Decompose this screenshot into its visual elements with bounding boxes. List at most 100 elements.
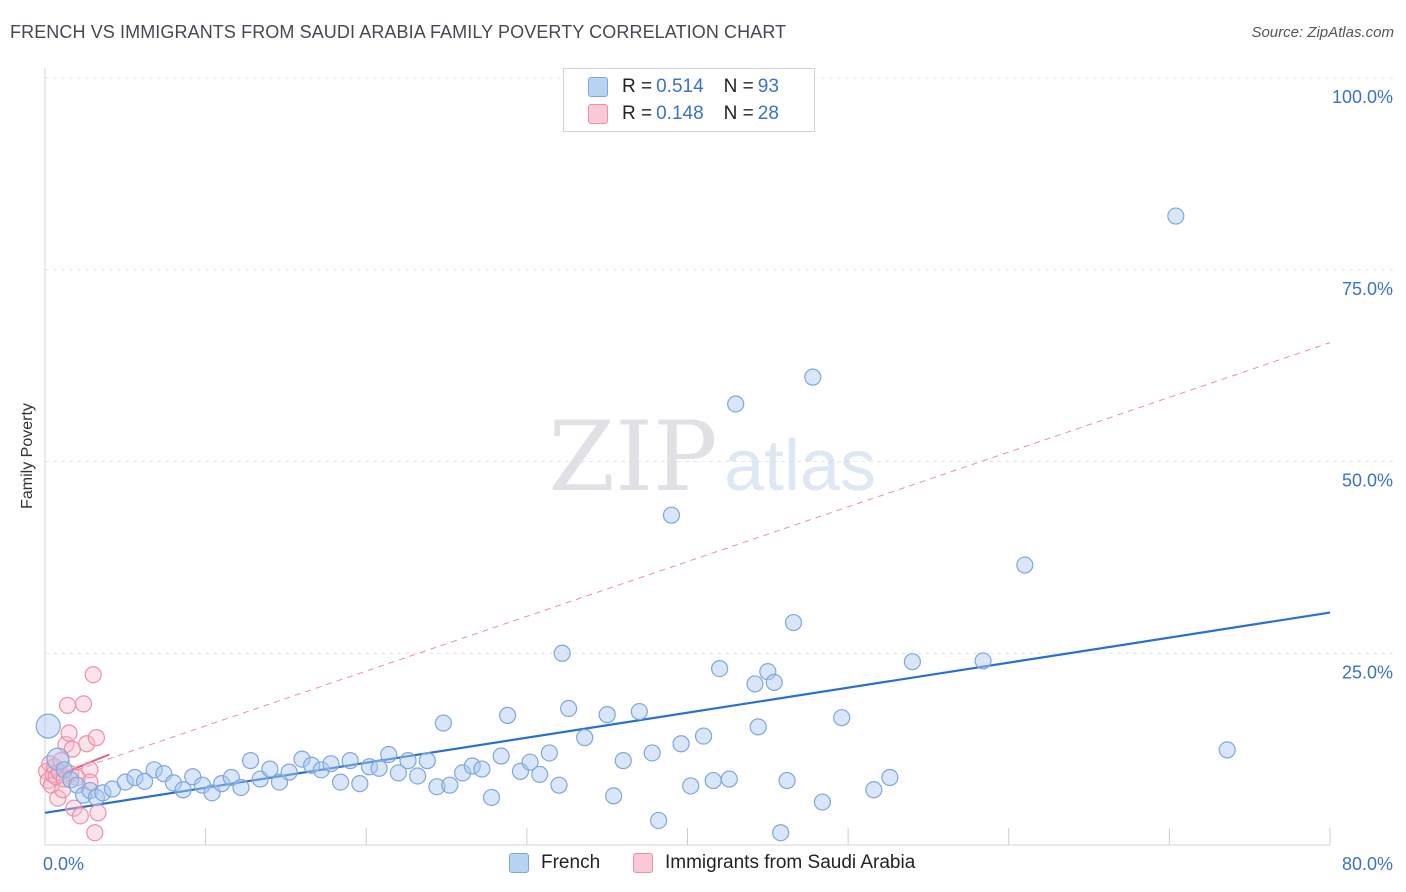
french-n-value: 93: [757, 76, 779, 97]
y-tick-label-100: 100.0%: [1332, 87, 1393, 107]
french-point: [711, 659, 729, 678]
axes: [44, 68, 1331, 846]
french-point: [804, 368, 822, 386]
french-point: [553, 644, 571, 662]
watermark: ZIP atlas: [548, 401, 876, 513]
french-r-label: R =: [622, 76, 653, 97]
french-points: [35, 207, 1236, 842]
french-point: [605, 787, 623, 805]
source-label: Source: ZipAtlas.com: [1251, 24, 1394, 41]
french-point: [598, 706, 616, 724]
saudi-n-value: 28: [757, 103, 779, 124]
french-swatch: [588, 77, 608, 97]
french-point: [68, 776, 86, 794]
y-tick-label-75: 75.0%: [1342, 279, 1393, 299]
saudi-point: [84, 666, 102, 684]
french-point: [865, 781, 883, 799]
french-point: [482, 788, 501, 807]
french-point: [749, 718, 767, 736]
french-point: [55, 761, 73, 779]
saudi-point: [86, 824, 104, 842]
french-point: [531, 765, 549, 784]
saudi-n-label: N =: [723, 103, 754, 124]
saudi-r-label: R =: [622, 103, 653, 124]
french-point: [370, 759, 388, 777]
watermark-atlas: atlas: [724, 426, 876, 506]
french-point: [630, 702, 648, 721]
french-point: [672, 735, 690, 753]
french-point: [213, 775, 231, 793]
french-point: [813, 793, 832, 811]
french-legend-swatch: [509, 853, 529, 873]
french-point: [463, 757, 481, 775]
french-point: [174, 781, 192, 799]
y-tick-label-25: 25.0%: [1342, 662, 1393, 682]
french-point: [280, 763, 298, 781]
french-point: [540, 744, 558, 762]
french-point: [389, 764, 407, 782]
french-point: [662, 506, 681, 524]
chart-title: FRENCH VS IMMIGRANTS FROM SAUDI ARABIA F…: [10, 22, 787, 42]
saudi-point: [81, 761, 99, 779]
french-point: [759, 663, 777, 681]
french-point: [116, 773, 134, 791]
saudi-point: [78, 735, 96, 753]
x-tick-label-80: 80.0%: [1342, 854, 1393, 874]
french-point: [694, 727, 713, 745]
french-point: [499, 706, 517, 724]
french-point: [341, 752, 359, 770]
saudi-point: [87, 729, 106, 747]
trend-lines: [44, 342, 1331, 814]
saudi-point: [60, 724, 78, 742]
french-trend-line: [44, 611, 1331, 814]
french-point: [380, 745, 398, 764]
french-point: [614, 752, 632, 770]
french-r-value: 0.514: [656, 76, 704, 97]
watermark-zip: ZIP: [548, 401, 717, 513]
french-point: [560, 699, 578, 718]
french-point: [126, 768, 144, 787]
saudi-point: [74, 695, 93, 713]
french-point: [94, 784, 112, 802]
y-tick-label-50: 50.0%: [1342, 471, 1393, 491]
french-point: [576, 729, 594, 747]
saudi-legend-swatch: [633, 853, 653, 873]
french-point: [778, 771, 796, 790]
french-point: [331, 773, 350, 791]
french-point: [772, 824, 790, 842]
french-point: [521, 753, 539, 771]
french-point: [409, 767, 427, 785]
saudi-r-value: 0.148: [656, 103, 704, 124]
saudi-trend-line: [44, 753, 110, 782]
saudi-point: [71, 807, 89, 825]
french-point: [399, 752, 417, 770]
french-point: [727, 395, 745, 413]
x-tick-label-0: 0.0%: [43, 854, 84, 874]
french-point: [682, 777, 700, 795]
legend-item-saudi[interactable]: Immigrants from Saudi Arabia: [633, 852, 915, 874]
correlation-legend: R = 0.514 N = 93 R = 0.148 N = 28: [563, 68, 815, 132]
french-point: [746, 675, 764, 693]
french-point: [81, 781, 99, 800]
french-point: [322, 755, 340, 773]
saudi-point: [58, 696, 77, 715]
saudi-point: [89, 804, 107, 822]
french-point: [881, 768, 899, 787]
french-point: [454, 764, 472, 782]
saudi-point: [49, 789, 67, 807]
french-point: [1218, 741, 1236, 759]
french-point: [351, 775, 369, 793]
french-point: [46, 747, 70, 771]
french-point: [1016, 556, 1034, 574]
french-point: [35, 713, 61, 739]
tick-labels: 25.0% 50.0% 75.0% 100.0% 0.0% 80.0%: [43, 87, 1393, 874]
french-point: [303, 756, 321, 774]
french-point: [974, 652, 992, 670]
french-point: [784, 613, 803, 632]
french-point: [428, 778, 446, 796]
french-point: [261, 760, 279, 778]
gridlines: [45, 77, 1395, 654]
french-point: [293, 750, 311, 768]
legend-item-french[interactable]: French: [509, 852, 600, 874]
